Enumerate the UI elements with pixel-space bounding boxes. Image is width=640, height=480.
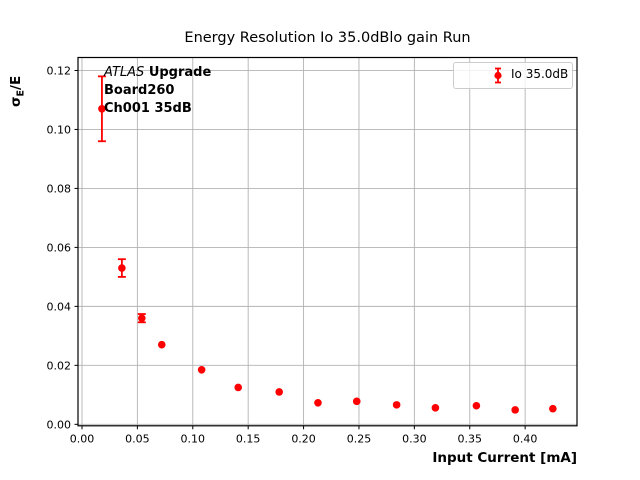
x-axis-label: Input Current [mA]: [432, 450, 577, 466]
data-point: [118, 264, 126, 272]
annotation-experiment-suffix: Upgrade: [148, 65, 212, 80]
annotation-board: Board260: [104, 83, 175, 98]
x-tick-label: 0.30: [402, 432, 427, 445]
data-point: [234, 383, 243, 392]
y-tick-label: 0.12: [47, 64, 72, 77]
ylabel-subscript: E: [15, 89, 27, 97]
legend-box: Io 35.0dB: [453, 62, 573, 89]
data-point: [549, 404, 557, 413]
y-tick-label: 0.10: [47, 123, 72, 136]
data-point: [197, 365, 206, 374]
y-tick-label: 0.00: [47, 418, 72, 431]
legend-errorbar-icon: [494, 67, 502, 84]
data-point: [98, 105, 106, 113]
annotation-experiment: ATLAS: [104, 65, 145, 80]
x-tick-label: 0.25: [347, 432, 372, 445]
data-point: [431, 404, 440, 412]
ylabel-sigma: σ: [8, 96, 24, 107]
legend-label: Io 35.0dB: [511, 67, 569, 81]
data-point: [511, 406, 519, 414]
data-point: [352, 397, 361, 406]
data-point: [157, 340, 166, 349]
y-tick-label: 0.06: [47, 241, 72, 254]
annotation-channel: Ch001 35dB: [104, 101, 192, 116]
chart-title: Energy Resolution Io 35.0dBlo gain Run: [184, 30, 471, 46]
x-tick-label: 0.00: [70, 432, 95, 445]
x-tick-label: 0.40: [513, 432, 538, 445]
x-tick-label: 0.05: [125, 432, 150, 445]
plot-annotation: ATLAS Upgrade Board260 Ch001 35dB: [104, 64, 211, 118]
data-point: [392, 401, 401, 409]
ylabel-rest: /E: [8, 75, 24, 90]
x-tick-label: 0.15: [236, 432, 261, 445]
x-tick-label: 0.10: [181, 432, 206, 445]
axes-frame: [77, 56, 578, 427]
data-point: [314, 398, 322, 407]
data-point: [275, 388, 283, 396]
x-tick-label: 0.20: [291, 432, 316, 445]
y-axis-label: σE/E: [8, 76, 27, 107]
y-tick-label: 0.04: [47, 300, 72, 313]
y-tick-label: 0.02: [47, 359, 72, 372]
y-tick-label: 0.08: [47, 182, 72, 195]
annotation-line-1: ATLAS Upgrade: [104, 64, 211, 82]
x-tick-label: 0.35: [458, 432, 483, 445]
data-point: [138, 314, 146, 322]
data-point: [472, 401, 481, 410]
